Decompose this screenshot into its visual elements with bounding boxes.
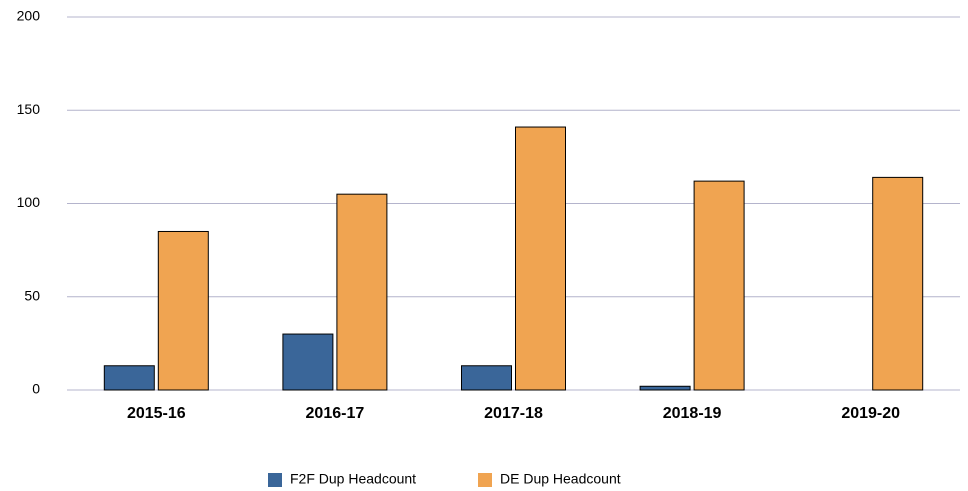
bar — [103, 365, 155, 391]
legend-label: F2F Dup Headcount — [290, 471, 416, 487]
x-tick-label: 2018-19 — [663, 405, 722, 422]
x-tick-label: 2017-18 — [484, 405, 543, 422]
bar — [872, 176, 924, 391]
bar — [693, 180, 745, 391]
x-tick-label: 2016-17 — [306, 405, 365, 422]
x-tick-label: 2015-16 — [127, 405, 186, 422]
bar — [515, 126, 566, 391]
bar — [336, 193, 388, 391]
y-tick-label: 0 — [32, 381, 40, 397]
y-tick-label: 200 — [17, 8, 41, 24]
bar — [282, 333, 334, 391]
y-tick-label: 100 — [17, 194, 41, 210]
legend-swatch — [268, 473, 282, 487]
bar — [639, 385, 691, 391]
legend-label: DE Dup Headcount — [500, 471, 621, 487]
y-tick-label: 150 — [17, 101, 41, 117]
legend-swatch — [478, 473, 492, 487]
bar — [157, 230, 209, 391]
bar — [461, 365, 512, 391]
y-tick-label: 50 — [24, 287, 40, 303]
x-tick-label: 2019-20 — [841, 405, 900, 422]
